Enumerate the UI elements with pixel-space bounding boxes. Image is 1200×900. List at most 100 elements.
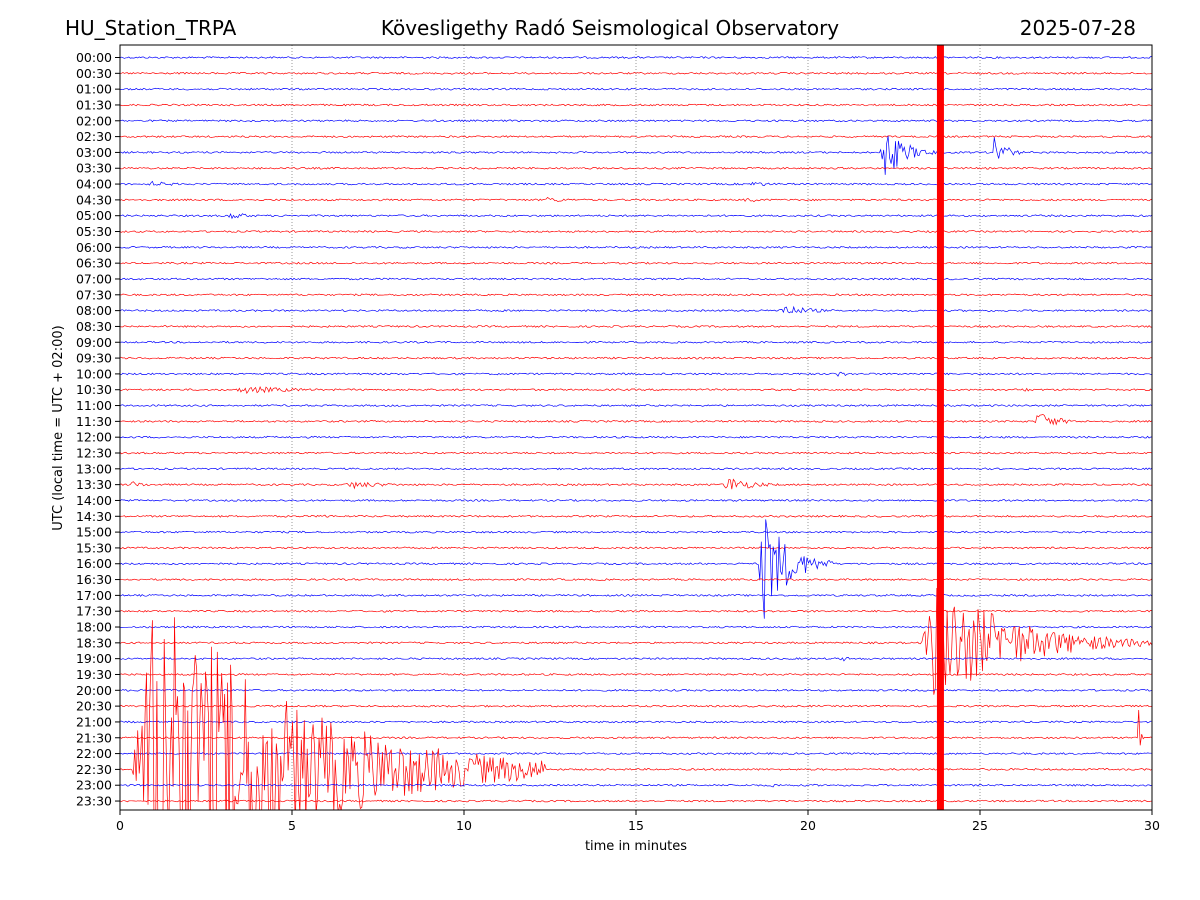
y-tick-label: 06:30	[76, 256, 112, 271]
y-tick-label: 13:30	[76, 477, 112, 492]
x-tick-label: 15	[628, 818, 644, 833]
x-axis-ticks: 0 5 10 15 20 25 30	[116, 810, 1160, 833]
y-tick-label: 15:00	[76, 525, 112, 540]
y-tick-label: 09:00	[76, 335, 112, 350]
y-tick-label: 04:00	[76, 177, 112, 192]
trace-0830	[120, 325, 1152, 328]
y-tick-label: 05:00	[76, 208, 112, 223]
y-tick-label: 02:30	[76, 129, 112, 144]
trace-0930	[120, 356, 1152, 360]
y-tick-label: 19:30	[76, 667, 112, 682]
observatory-title: Kövesligethy Radó Seismological Observat…	[381, 16, 839, 40]
x-tick-label: 10	[456, 818, 472, 833]
trace-1900	[120, 657, 1152, 662]
time-marker	[936, 45, 944, 810]
trace-0300	[120, 135, 1152, 175]
trace-0100	[120, 87, 1152, 91]
y-axis-ticks: 00:0000:3001:0001:3002:0002:3003:0003:30…	[76, 50, 120, 809]
y-tick-label: 22:00	[76, 746, 112, 761]
trace-0700	[120, 277, 1152, 281]
y-tick-label: 20:00	[76, 683, 112, 698]
y-tick-label: 12:30	[76, 446, 112, 461]
trace-1030	[120, 386, 1152, 394]
trace-2100	[120, 720, 1152, 724]
trace-0430	[120, 197, 1152, 203]
x-tick-label: 30	[1144, 818, 1160, 833]
trace-0030	[120, 71, 1152, 75]
trace-0400	[120, 180, 1152, 186]
y-tick-label: 15:30	[76, 540, 112, 555]
trace-0130	[120, 103, 1152, 107]
y-tick-label: 23:00	[76, 778, 112, 793]
trace-0600	[120, 245, 1152, 249]
x-tick-label: 25	[972, 818, 988, 833]
trace-0000	[120, 56, 1152, 59]
y-tick-label: 12:00	[76, 430, 112, 445]
y-tick-label: 11:00	[76, 398, 112, 413]
x-tick-label: 5	[288, 818, 296, 833]
trace-2130	[120, 709, 1152, 746]
trace-0200	[120, 119, 1152, 123]
y-tick-label: 10:00	[76, 366, 112, 381]
time-marker-band	[936, 45, 944, 810]
y-tick-label: 17:30	[76, 604, 112, 619]
trace-2200	[120, 752, 1152, 756]
vertical-gridlines	[291, 45, 981, 810]
trace-0500	[120, 213, 1152, 220]
y-tick-label: 05:30	[76, 224, 112, 239]
date-label: 2025-07-28	[1020, 16, 1136, 40]
trace-1700	[120, 593, 1152, 597]
trace-0900	[120, 340, 1152, 344]
y-tick-label: 20:30	[76, 699, 112, 714]
y-tick-label: 18:00	[76, 620, 112, 635]
y-tick-label: 09:30	[76, 351, 112, 366]
trace-2330	[120, 799, 1152, 803]
y-tick-label: 14:00	[76, 493, 112, 508]
y-tick-label: 07:30	[76, 287, 112, 302]
trace-1530	[120, 546, 1152, 550]
trace-1000	[120, 371, 1152, 377]
y-tick-label: 08:30	[76, 319, 112, 334]
y-tick-label: 11:30	[76, 414, 112, 429]
trace-0230	[120, 135, 1152, 139]
trace-2000	[120, 688, 1152, 692]
y-tick-label: 06:00	[76, 240, 112, 255]
y-tick-label: 23:30	[76, 794, 112, 809]
y-tick-label: 14:30	[76, 509, 112, 524]
y-tick-label: 19:00	[76, 651, 112, 666]
trace-0730	[120, 293, 1152, 297]
trace-1330	[120, 478, 1152, 490]
trace-1630	[120, 578, 1152, 581]
trace-2230	[120, 617, 1152, 810]
seismogram-traces	[120, 56, 1152, 810]
y-tick-label: 21:00	[76, 714, 112, 729]
trace-2030	[120, 704, 1152, 708]
y-tick-label: 00:30	[76, 66, 112, 81]
y-tick-label: 18:30	[76, 635, 112, 650]
y-tick-label: 22:30	[76, 762, 112, 777]
trace-1200	[120, 435, 1152, 439]
trace-1500	[120, 530, 1152, 534]
y-tick-label: 17:00	[76, 588, 112, 603]
y-tick-label: 13:00	[76, 461, 112, 476]
trace-0530	[120, 230, 1152, 233]
trace-0630	[120, 261, 1152, 265]
y-tick-label: 07:00	[76, 271, 112, 286]
trace-1830	[120, 587, 1152, 695]
y-tick-label: 16:00	[76, 556, 112, 571]
y-tick-label: 21:30	[76, 730, 112, 745]
trace-1300	[120, 467, 1152, 471]
y-tick-label: 10:30	[76, 382, 112, 397]
y-tick-label: 03:30	[76, 161, 112, 176]
y-axis-label: UTC (local time = UTC + 02:00)	[51, 325, 66, 530]
trace-1400	[120, 499, 1152, 502]
y-tick-label: 01:00	[76, 82, 112, 97]
trace-2300	[120, 783, 1152, 788]
trace-1800	[120, 625, 1152, 629]
y-tick-label: 03:00	[76, 145, 112, 160]
trace-0800	[120, 305, 1152, 314]
trace-1930	[120, 673, 1152, 676]
x-axis-label: time in minutes	[585, 839, 687, 854]
y-tick-label: 01:30	[76, 97, 112, 112]
